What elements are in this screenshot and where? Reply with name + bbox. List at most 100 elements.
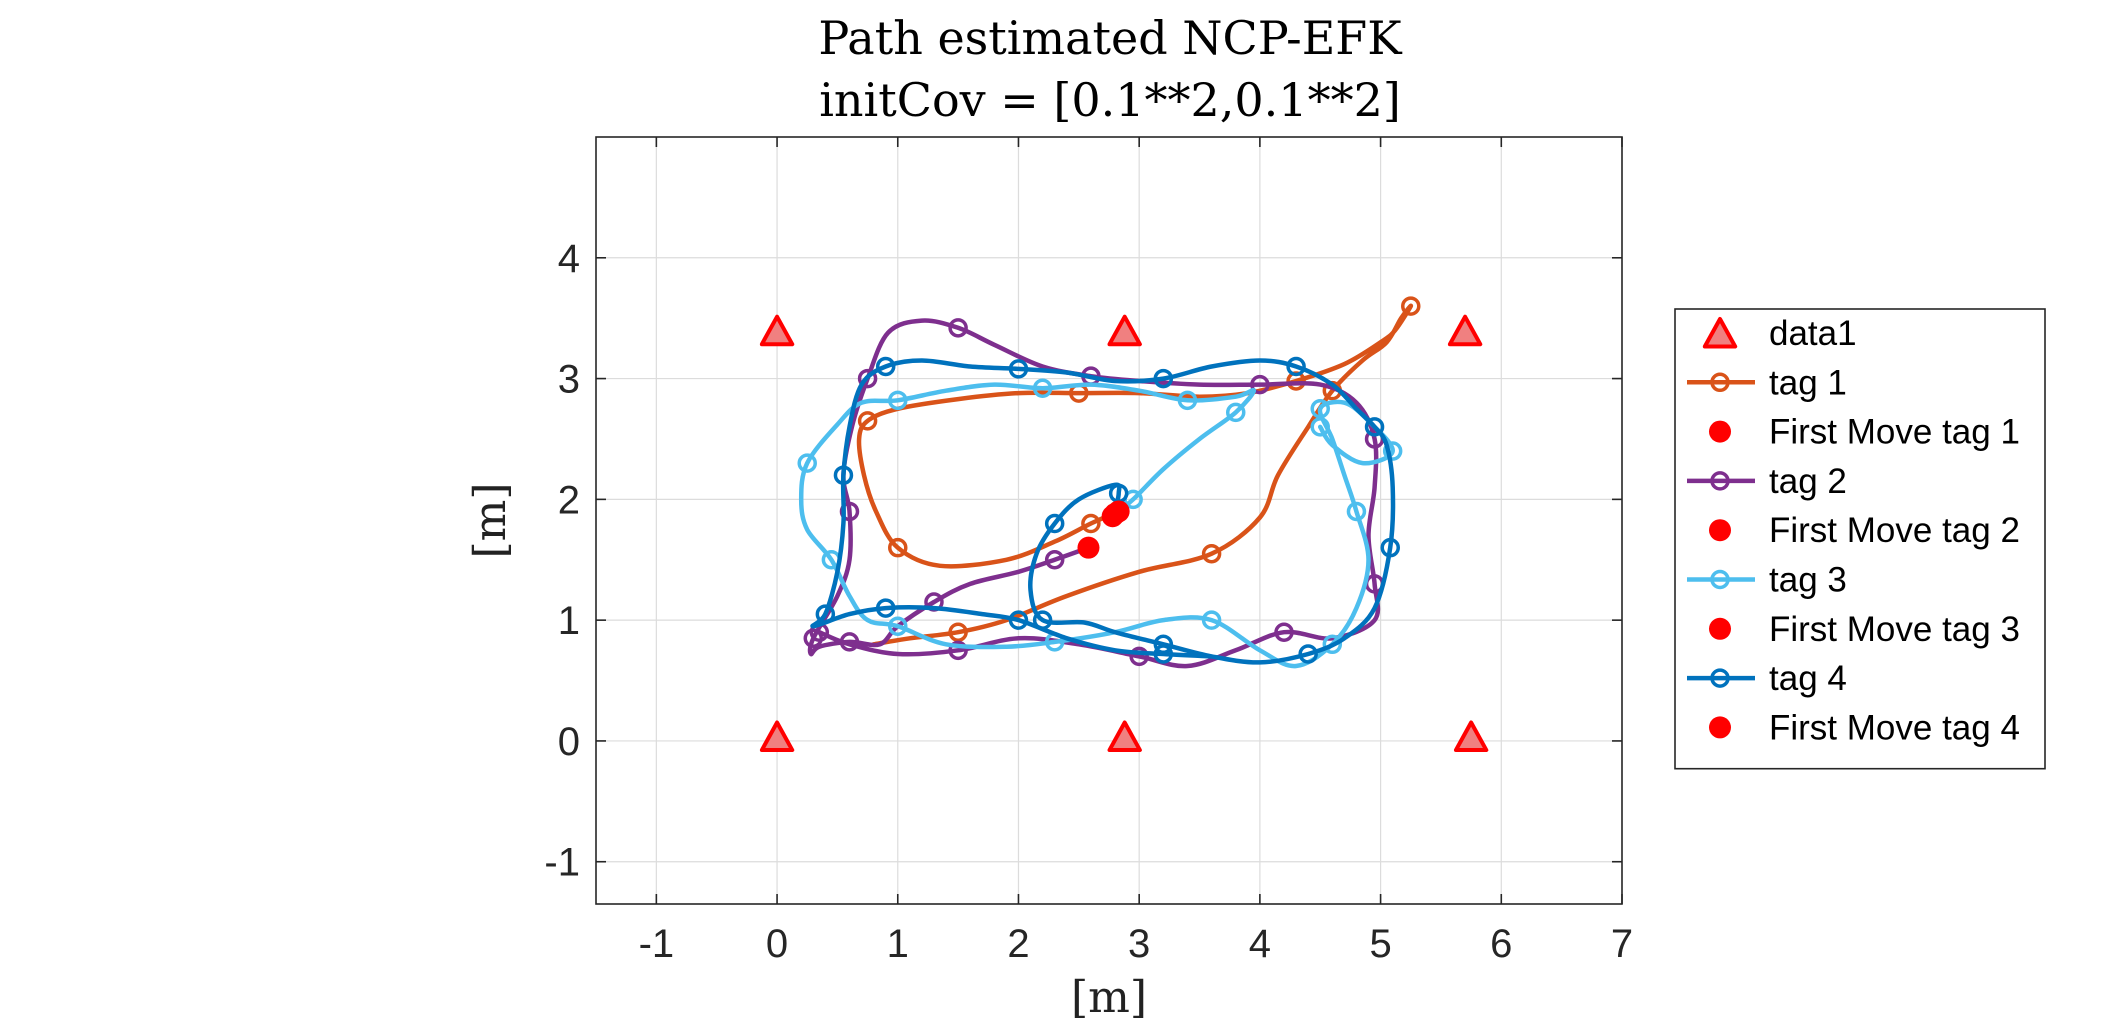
anchor-marker bbox=[1447, 314, 1483, 347]
legend-marker-swatch bbox=[1710, 372, 1730, 393]
y-tick-label: 1 bbox=[558, 599, 580, 643]
x-tick-label: 0 bbox=[766, 922, 788, 966]
series-point bbox=[1274, 622, 1294, 642]
x-tick-label: 6 bbox=[1490, 922, 1512, 966]
legend-dot-swatch bbox=[1709, 716, 1731, 739]
series-point bbox=[1298, 644, 1318, 664]
series-point bbox=[948, 640, 968, 661]
legend-label: First Move tag 1 bbox=[1769, 413, 2020, 452]
x-tick-label: 2 bbox=[1007, 922, 1029, 966]
x-tick-label: 4 bbox=[1249, 922, 1271, 966]
series-point bbox=[1153, 644, 1174, 664]
anchor-marker bbox=[1107, 314, 1142, 347]
series-point bbox=[875, 356, 896, 377]
legend-entry: First Move tag 4 bbox=[1709, 708, 2020, 747]
series-point bbox=[833, 465, 854, 485]
series-point bbox=[857, 411, 878, 431]
series-point bbox=[1322, 634, 1343, 655]
legend-entry: tag 4 bbox=[1687, 659, 1847, 698]
y-tick-label: 0 bbox=[558, 720, 580, 764]
series-point bbox=[1401, 296, 1421, 316]
legend-label: First Move tag 2 bbox=[1769, 511, 2020, 550]
x-tick-label: 1 bbox=[887, 922, 909, 966]
anchor-marker bbox=[1453, 720, 1489, 753]
first-move-point bbox=[1077, 536, 1100, 559]
series-line bbox=[856, 303, 1414, 647]
series-point bbox=[1008, 359, 1029, 379]
x-tick-label: -1 bbox=[639, 922, 675, 966]
y-axis-label: [m] bbox=[465, 482, 516, 558]
series-point bbox=[797, 453, 817, 473]
chart-title-line-1: Path estimated NCP-EFK bbox=[818, 11, 1403, 65]
legend-entry: First Move tag 3 bbox=[1709, 610, 2020, 649]
y-tick-label: -1 bbox=[544, 841, 580, 885]
series-point bbox=[1129, 646, 1149, 667]
series-point bbox=[948, 622, 968, 642]
x-tick-label: 5 bbox=[1369, 922, 1391, 966]
first-move-point bbox=[1101, 505, 1124, 528]
legend-label: data1 bbox=[1769, 314, 1857, 353]
legend-triangle-swatch bbox=[1702, 317, 1738, 349]
chart-title-line-2: initCov = [0.1**2,0.1**2] bbox=[819, 73, 1401, 127]
series-point bbox=[857, 368, 878, 389]
legend-label: tag 4 bbox=[1769, 659, 1847, 698]
series-point bbox=[1032, 610, 1053, 630]
axis-ticks: -1 0 1 2 3 4 5 6 7 -1 0 1 2 3 4 bbox=[544, 137, 1633, 966]
series-point bbox=[1008, 610, 1029, 630]
plot-series bbox=[797, 296, 1421, 669]
series-point bbox=[1044, 513, 1065, 534]
anchor-marker bbox=[759, 314, 795, 347]
series-point bbox=[1310, 417, 1330, 437]
series-point bbox=[948, 318, 968, 338]
chart-title: Path estimated NCP-EFK initCov = [0.1**2… bbox=[818, 11, 1403, 127]
series-point bbox=[1153, 634, 1174, 655]
legend-marker-swatch bbox=[1710, 569, 1730, 590]
legend-label: tag 3 bbox=[1769, 561, 1847, 600]
legend-dot-swatch bbox=[1709, 519, 1731, 542]
series-point bbox=[1032, 378, 1053, 398]
series-point bbox=[875, 598, 896, 618]
series-3 bbox=[797, 378, 1403, 669]
series-point bbox=[1382, 441, 1403, 461]
x-axis-label: [m] bbox=[1071, 972, 1147, 1023]
series-point bbox=[1201, 543, 1222, 564]
legend-entry: tag 3 bbox=[1687, 561, 1847, 600]
legend-entry: data1 bbox=[1702, 314, 1857, 353]
legend-label: First Move tag 3 bbox=[1769, 610, 2020, 649]
legend-box bbox=[1674, 308, 2046, 770]
x-tick-label: 3 bbox=[1128, 922, 1150, 966]
axes-box bbox=[595, 136, 1623, 905]
series-point bbox=[1364, 417, 1385, 437]
x-tick-label: 7 bbox=[1611, 922, 1633, 966]
series-point bbox=[1081, 513, 1101, 534]
y-tick-label: 2 bbox=[558, 478, 580, 522]
legend-marker-swatch bbox=[1710, 471, 1730, 491]
legend-label: First Move tag 4 bbox=[1769, 708, 2020, 747]
series-point bbox=[1286, 356, 1306, 377]
series-point bbox=[1225, 402, 1246, 423]
legend: data1 tag 1 First Move tag 1 tag 2 First Mov… bbox=[1674, 308, 2046, 770]
y-tick-label: 4 bbox=[558, 237, 580, 281]
series-point bbox=[1380, 537, 1400, 558]
series-point bbox=[839, 632, 860, 652]
series-line bbox=[798, 382, 1395, 669]
series-point bbox=[888, 537, 908, 558]
series-point bbox=[1346, 501, 1367, 522]
legend-dot-swatch bbox=[1709, 420, 1731, 443]
legend-entry: tag 2 bbox=[1687, 462, 1847, 501]
legend-marker-swatch bbox=[1710, 668, 1730, 688]
series-point bbox=[888, 390, 908, 411]
plot-markers bbox=[759, 314, 1489, 753]
series-4 bbox=[810, 356, 1400, 665]
series-point bbox=[888, 616, 908, 636]
anchor-marker bbox=[1107, 720, 1142, 753]
series-line bbox=[810, 358, 1396, 665]
series-point bbox=[1201, 610, 1222, 630]
legend-entry: First Move tag 2 bbox=[1709, 511, 2020, 550]
legend-entry: First Move tag 1 bbox=[1709, 413, 2020, 452]
y-tick-label: 3 bbox=[558, 358, 580, 402]
series-point bbox=[1310, 399, 1330, 419]
legend-entry: tag 1 bbox=[1687, 363, 1847, 402]
legend-dot-swatch bbox=[1709, 617, 1731, 640]
